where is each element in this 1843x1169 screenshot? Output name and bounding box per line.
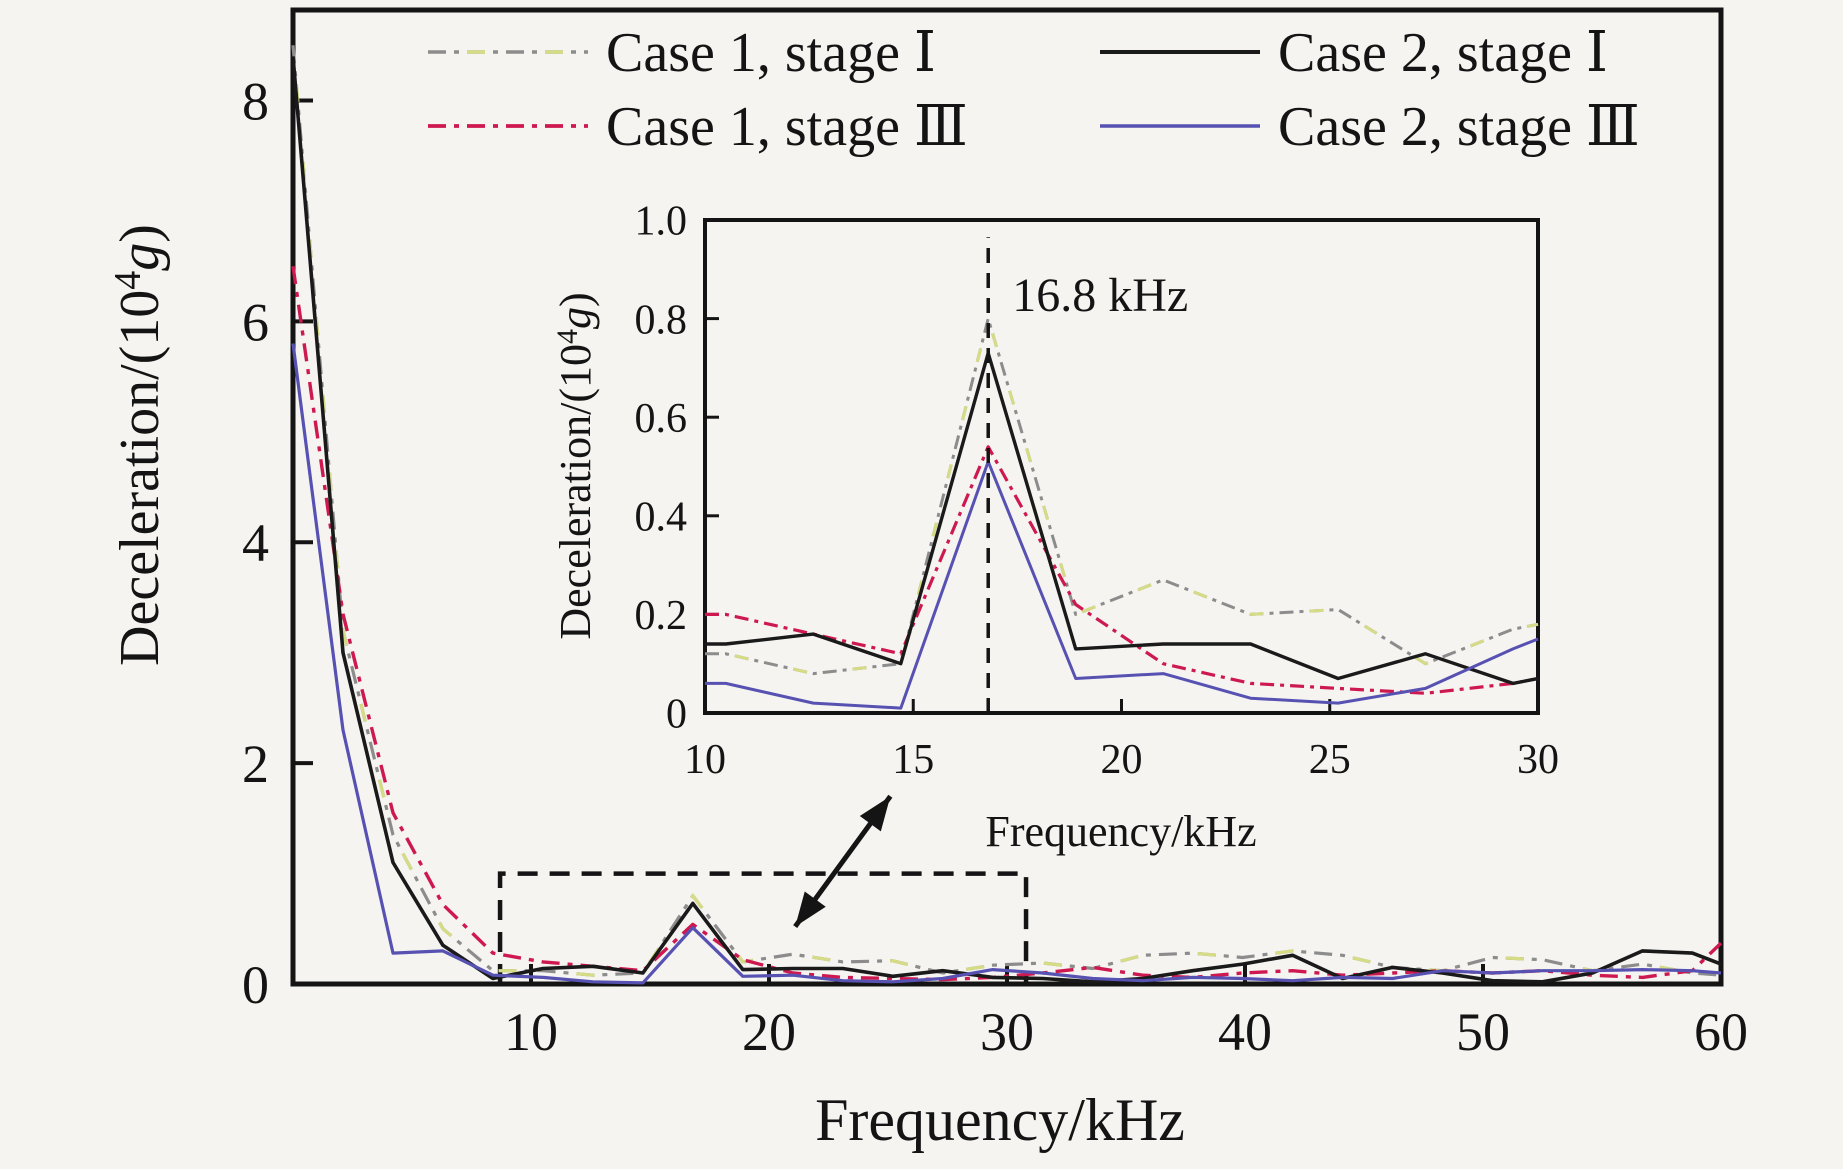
main-y-tick-label: 0 bbox=[242, 955, 269, 1015]
inset-x-tick-label: 10 bbox=[684, 737, 726, 783]
legend-label-case1-stage3: Case 1, stage Ⅲ bbox=[606, 96, 968, 158]
main-y-tick-label: 6 bbox=[242, 292, 269, 352]
case1-stage1-line-inset bbox=[705, 317, 1539, 676]
inset-x-tick-label: 20 bbox=[1101, 737, 1143, 783]
case2-stage3-line-main bbox=[291, 343, 1722, 985]
main-y-tick-label: 2 bbox=[242, 734, 269, 794]
inset-y-tick-label: 1.0 bbox=[635, 199, 688, 245]
main-y-axis-label: Deceleration/(104g) bbox=[107, 224, 171, 666]
main-x-tick-label: 60 bbox=[1694, 1002, 1748, 1062]
case2-stage1-line-inset bbox=[705, 351, 1539, 686]
inset-y-tick-label: 0.8 bbox=[635, 297, 688, 343]
inset-y-tick-label: 0.2 bbox=[635, 593, 688, 639]
inset-y-tick-label: 0 bbox=[666, 692, 687, 738]
main-y-tick-label: 8 bbox=[242, 71, 269, 131]
inset-x-tick-label: 30 bbox=[1517, 737, 1559, 783]
inset-y-tick-label: 0.4 bbox=[635, 495, 688, 541]
zoom-arrow-head-up-icon bbox=[859, 796, 891, 832]
main-y-tick-label: 4 bbox=[242, 513, 269, 573]
inset-plot: 10 15 20 25 30 0 0.2 0.4 0.6 0.8 1.0 Frequency/kHz D… bbox=[551, 199, 1559, 856]
main-x-tick-label: 20 bbox=[742, 1002, 796, 1062]
legend: Case 1, stage Ⅰ Case 1, stage Ⅲ Case 2, st… bbox=[428, 22, 1640, 158]
legend-label-case1-stage1: Case 1, stage Ⅰ bbox=[606, 22, 936, 84]
legend-entry-case2-stage3: Case 2, stage Ⅲ bbox=[1100, 96, 1640, 158]
zoom-arrow-head-down-icon bbox=[795, 891, 826, 927]
main-x-tick-label: 10 bbox=[504, 1002, 558, 1062]
case2-stage3-line-inset bbox=[705, 460, 1539, 710]
inset-y-tick-label: 0.6 bbox=[635, 396, 688, 442]
legend-label-case2-stage1: Case 2, stage Ⅰ bbox=[1278, 22, 1608, 84]
main-x-axis-label: Frequency/kHz bbox=[815, 1087, 1185, 1153]
main-x-tick-label: 40 bbox=[1218, 1002, 1272, 1062]
inset-x-tick-label: 25 bbox=[1309, 737, 1351, 783]
case1-stage3-line-inset bbox=[705, 445, 1539, 695]
zoom-region-box bbox=[497, 871, 1029, 984]
inset-x-axis-label: Frequency/kHz bbox=[985, 807, 1256, 856]
case1-stage1-line-main bbox=[291, 45, 1722, 977]
peak-frequency-label: 16.8 kHz bbox=[1012, 269, 1188, 322]
legend-label-case2-stage3: Case 2, stage Ⅲ bbox=[1278, 96, 1640, 158]
legend-entry-case2-stage1: Case 2, stage Ⅰ bbox=[1100, 22, 1608, 84]
main-plot: 10 20 30 40 50 60 0 2 4 6 8 Frequency/kHz Decelerati… bbox=[107, 7, 1748, 1153]
inset-x-tick-label: 15 bbox=[892, 737, 934, 783]
legend-entry-case1-stage3: Case 1, stage Ⅲ bbox=[428, 96, 968, 158]
inset-y-axis-label: Deceleration/(104g) bbox=[551, 292, 600, 639]
case2-stage1-line-main bbox=[291, 56, 1722, 984]
legend-entry-case1-stage1: Case 1, stage Ⅰ bbox=[428, 22, 936, 84]
case1-stage1-line-alt-inset bbox=[705, 312, 1539, 676]
main-x-tick-label: 30 bbox=[980, 1002, 1034, 1062]
main-x-tick-label: 50 bbox=[1456, 1002, 1510, 1062]
